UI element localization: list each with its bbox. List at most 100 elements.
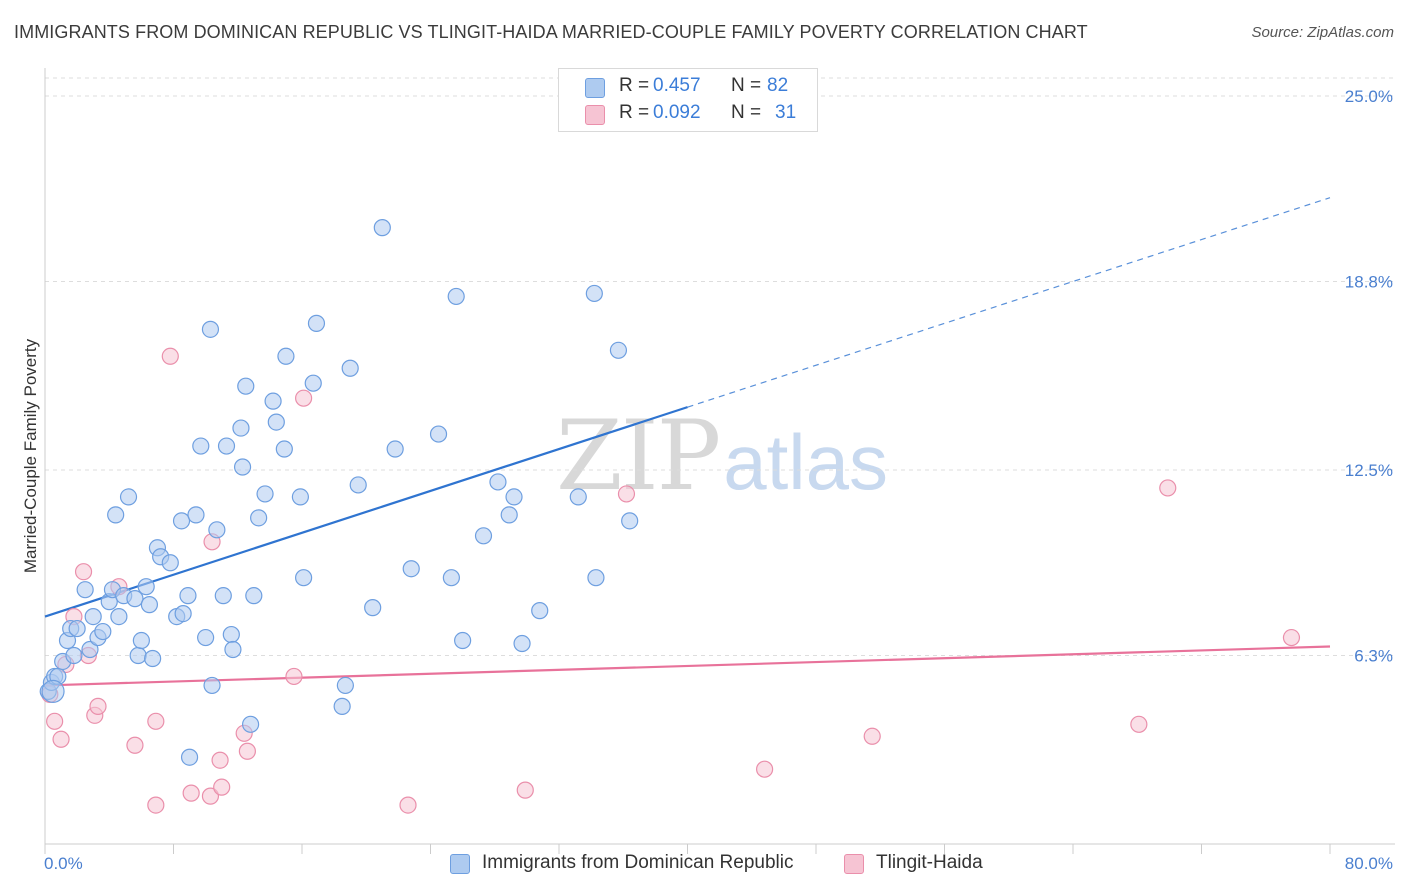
- dominican-point: [429, 425, 448, 443]
- dominican-point: [364, 599, 382, 617]
- dominican-point: [161, 554, 179, 572]
- blue-swatch-icon: [450, 854, 470, 874]
- trend-lines: [44, 197, 1331, 687]
- legend-n-value: 31: [775, 102, 797, 123]
- dominican-point: [349, 476, 367, 494]
- dominican-point: [587, 569, 605, 587]
- tlingit-haida-point: [147, 712, 165, 730]
- dominican-point: [333, 697, 351, 715]
- dominican-point: [454, 631, 472, 650]
- dominican-point: [233, 458, 252, 476]
- dominican-point: [569, 488, 587, 506]
- dominican-point: [291, 488, 309, 506]
- dominican-point: [609, 341, 628, 359]
- tlingit-haida-point: [201, 787, 220, 805]
- dominican-point: [126, 590, 144, 608]
- dominican-point: [585, 284, 603, 303]
- dominican-point: [203, 676, 221, 695]
- dominican-point: [447, 287, 465, 306]
- tlingit-haida-point: [1282, 628, 1301, 647]
- tlingit-haida-points: [41, 347, 1301, 814]
- tlingit-haida-point: [755, 760, 774, 778]
- dominican-point: [172, 512, 191, 530]
- dominican-point: [277, 347, 295, 365]
- dominican-point: [513, 634, 531, 653]
- tlingit-haida-point: [238, 742, 256, 760]
- tlingit-haida-point: [399, 796, 417, 814]
- tlingit-haida-point: [1159, 479, 1177, 497]
- dominican-point: [94, 622, 112, 641]
- dominican-point: [489, 473, 507, 491]
- dominican-point: [192, 437, 210, 455]
- dominican-point: [256, 485, 274, 503]
- dominican-point: [500, 506, 518, 524]
- dominican-point: [187, 506, 205, 524]
- dominican-point: [180, 748, 199, 766]
- correlation-legend: R = 0.457 N = 82 R = 0.092 N = 31: [558, 68, 818, 132]
- dominican-points: [39, 219, 639, 766]
- dominican-point: [442, 569, 460, 587]
- axes: [44, 68, 1395, 854]
- tlingit-haida-point: [1130, 715, 1148, 733]
- dominican-point: [140, 596, 159, 614]
- tlingit-haida-point: [213, 778, 231, 796]
- x-tick-labels: 0.0% 80.0%: [44, 854, 1393, 873]
- dominican-point: [217, 437, 236, 455]
- dominican-point: [341, 359, 359, 377]
- dominican-point: [197, 628, 215, 647]
- dominican-point: [373, 219, 391, 237]
- dominican-point: [474, 527, 493, 545]
- dominican-point: [232, 419, 250, 437]
- dominican-point: [65, 646, 83, 665]
- y-tick-label: 12.5%: [1345, 461, 1393, 480]
- dominican-point: [214, 587, 232, 605]
- tlingit-haida-point: [863, 727, 881, 745]
- y-tick-labels: 6.3% 12.5% 18.8% 25.0%: [1345, 87, 1393, 666]
- tlingit-haida-point: [46, 712, 64, 730]
- y-axis-label: Married-Couple Family Poverty: [21, 338, 40, 573]
- dominican-point: [402, 560, 420, 578]
- y-tick-label: 25.0%: [1345, 87, 1393, 106]
- dominican-point: [76, 581, 94, 599]
- pink-swatch-icon: [844, 854, 864, 874]
- legend-n-value: 82: [767, 75, 789, 96]
- dominican-point: [144, 649, 162, 668]
- dominican-point: [267, 413, 285, 431]
- dominican-point: [336, 676, 354, 695]
- dominican-point: [119, 488, 138, 506]
- dominican-point: [68, 619, 86, 638]
- source-credit: Source: ZipAtlas.com: [1251, 24, 1394, 41]
- dominican-trend-extension: [687, 197, 1331, 408]
- dominican-point: [505, 488, 523, 506]
- x-tick-label: 80.0%: [1345, 854, 1393, 873]
- dominican-point: [179, 587, 197, 605]
- tlingit-haida-point: [211, 751, 229, 769]
- tlingit-haida-point: [147, 796, 165, 814]
- legend-r-label: R =: [619, 75, 650, 96]
- dominican-point: [264, 392, 282, 410]
- legend-r-label: R =: [619, 102, 650, 123]
- dominican-point: [132, 631, 150, 650]
- legend-r-value: 0.092: [653, 102, 701, 123]
- y-tick-label: 18.8%: [1345, 272, 1393, 291]
- legend-n-label: N =: [731, 102, 762, 123]
- dominican-point: [81, 640, 99, 659]
- tlingit-haida-point: [52, 730, 70, 748]
- dominican-point: [129, 646, 147, 665]
- dominican-point: [107, 506, 125, 524]
- tlingit-haida-point: [295, 389, 313, 407]
- watermark-atlas: atlas: [723, 418, 888, 506]
- dominican-point: [137, 578, 155, 596]
- tlingit-haida-point: [161, 347, 179, 365]
- bottom-legend-label: Immigrants from Dominican Republic: [482, 852, 794, 873]
- dominican-point: [245, 587, 263, 605]
- tlingit-haida-point: [617, 485, 636, 503]
- pink-swatch-icon: [585, 105, 605, 125]
- dominican-point: [174, 605, 192, 623]
- dominican-point: [307, 314, 326, 332]
- tlingit-haida-point: [516, 781, 534, 799]
- dominican-point: [386, 440, 404, 458]
- grid-lines: [45, 77, 1395, 656]
- dominican-point: [222, 625, 240, 644]
